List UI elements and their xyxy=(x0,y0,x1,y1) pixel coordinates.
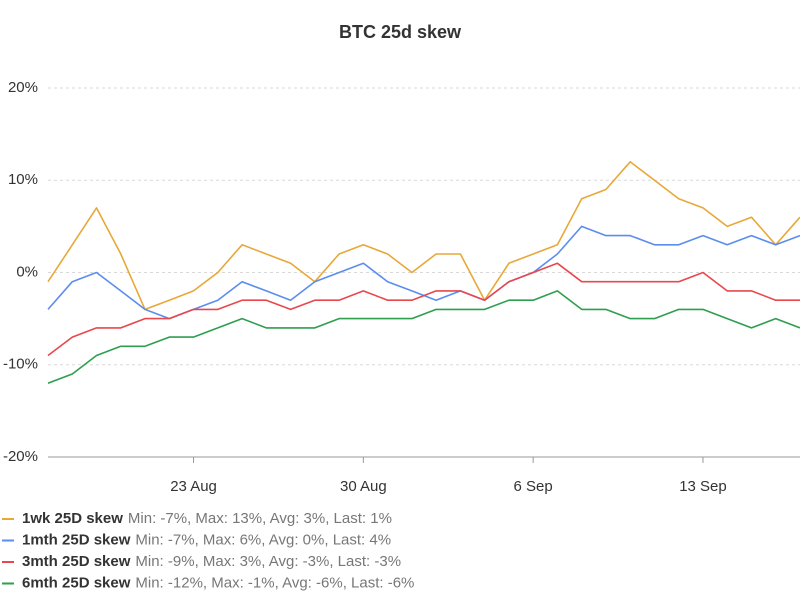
legend-entry: 6mth 25D skew Min: -12%, Max: -1%, Avg: -… xyxy=(22,574,414,591)
legend-summary: Min: -12%, Max: -1%, Avg: -6%, Last: -6% xyxy=(135,574,414,591)
x-tick-label: 30 Aug xyxy=(340,478,387,495)
y-tick-label: 0% xyxy=(16,263,38,280)
legend-entry: 1mth 25D skew Min: -7%, Max: 6%, Avg: 0%,… xyxy=(22,531,391,548)
series-line xyxy=(47,161,800,311)
y-tick-label: -20% xyxy=(3,448,38,465)
y-tick-label: 20% xyxy=(8,79,38,96)
legend-name: 1wk 25D skew xyxy=(22,510,123,527)
legend-summary: Min: -7%, Max: 13%, Avg: 3%, Last: 1% xyxy=(128,510,392,527)
x-tick-label: 6 Sep xyxy=(514,478,553,495)
legend-summary: Min: -9%, Max: 3%, Avg: -3%, Last: -3% xyxy=(135,553,401,570)
legend-summary: Min: -7%, Max: 6%, Avg: 0%, Last: 4% xyxy=(135,531,391,548)
y-tick-label: -10% xyxy=(3,356,38,373)
legend-name: 6mth 25D skew xyxy=(22,574,131,591)
legend-entry: 3mth 25D skew Min: -9%, Max: 3%, Avg: -3%… xyxy=(22,553,401,570)
x-tick-label: 13 Sep xyxy=(679,478,727,495)
chart-title: BTC 25d skew xyxy=(339,22,462,42)
legend-name: 3mth 25D skew xyxy=(22,553,131,570)
legend-entry: 1wk 25D skew Min: -7%, Max: 13%, Avg: 3%,… xyxy=(22,510,392,527)
series-line xyxy=(47,225,800,320)
x-tick-label: 23 Aug xyxy=(170,478,217,495)
series-line xyxy=(47,290,800,384)
y-tick-label: 10% xyxy=(8,171,38,188)
legend-name: 1mth 25D skew xyxy=(22,531,131,548)
series-line xyxy=(47,262,800,357)
